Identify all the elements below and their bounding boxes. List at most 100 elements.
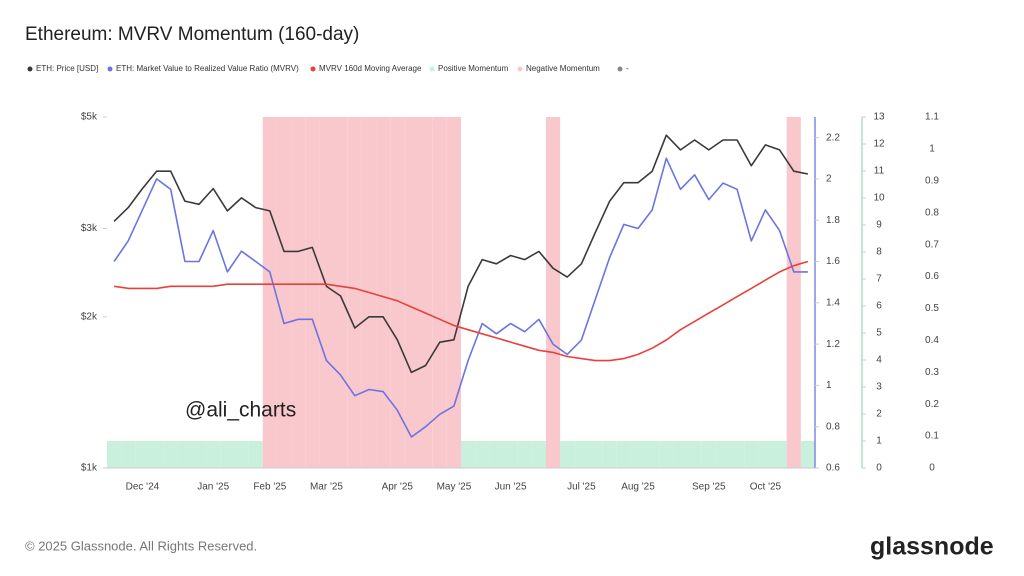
legend-swatch <box>617 66 623 72</box>
series-line <box>113 157 808 438</box>
momentum-bar <box>545 117 561 468</box>
momentum-bar <box>432 117 447 468</box>
y-tick-label: 0.2 <box>925 399 939 410</box>
x-tick-label: Sep '25 <box>692 482 726 493</box>
momentum-bar <box>786 117 801 468</box>
momentum-bar <box>206 441 221 468</box>
momentum-bar <box>291 117 306 468</box>
legend-label: Negative Momentum <box>526 64 600 73</box>
y-tick-label: 8 <box>876 247 882 258</box>
y-tick-label: $3k <box>81 223 98 234</box>
momentum-bar <box>276 117 292 468</box>
y-tick-label: 2 <box>826 174 832 185</box>
momentum-bar <box>262 117 277 468</box>
y-tick-label: 0 <box>876 463 882 474</box>
momentum-bar <box>588 441 603 468</box>
plot-area: $1k$2k$3k$5k0.60.811.21.41.61.822.201234… <box>81 112 940 493</box>
footer: © 2025 Glassnode. All Rights Reserved. <box>25 538 257 553</box>
legend-label: ETH: Market Value to Realized Value Rati… <box>116 64 299 73</box>
momentum-bar <box>475 441 490 468</box>
legend-swatch <box>310 66 316 72</box>
momentum-bar <box>234 441 249 468</box>
y-tick-label: 10 <box>873 193 885 204</box>
y-tick-label: 0.6 <box>826 463 840 474</box>
momentum-bar <box>744 441 759 468</box>
x-tick-label: Apr '25 <box>382 482 414 493</box>
y-tick-label: 4 <box>876 355 882 366</box>
momentum-bar <box>800 441 815 468</box>
y-tick-label: 9 <box>876 220 882 231</box>
momentum-bar <box>446 117 461 468</box>
x-tick-label: Aug '25 <box>621 482 655 493</box>
y-tick-label: 1.8 <box>826 215 840 226</box>
momentum-bar <box>659 441 674 468</box>
momentum-bar <box>772 441 787 468</box>
momentum-bar <box>730 441 745 468</box>
momentum-bar <box>630 441 646 468</box>
x-tick-label: May '25 <box>437 482 472 493</box>
momentum-bar <box>163 441 178 468</box>
momentum-bar <box>135 441 150 468</box>
y-tick-label: 0.6 <box>925 271 939 282</box>
y-tick-label: 0.7 <box>925 239 939 250</box>
momentum-bar <box>121 441 136 468</box>
momentum-bar <box>503 441 518 468</box>
y-tick-label: 2.2 <box>826 132 840 143</box>
y-tick-label: 1.1 <box>925 112 939 123</box>
y-tick-label: 0.9 <box>925 175 939 186</box>
y-tick-label: 0.8 <box>925 207 939 218</box>
legend-label: MVRV 160d Moving Average <box>319 64 422 73</box>
y-tick-label: 11 <box>874 166 885 177</box>
momentum-bar <box>418 117 433 468</box>
y-tick-label: 0.3 <box>925 367 939 378</box>
momentum-bar <box>616 441 631 468</box>
y-tick-label: 0.4 <box>925 335 939 346</box>
x-tick-label: Jun '25 <box>495 482 527 493</box>
watermark-handle: @ali_charts <box>185 399 296 422</box>
legend-swatch <box>517 66 523 72</box>
y-tick-label: 2 <box>876 409 882 420</box>
y-tick-label: 6 <box>876 301 882 312</box>
momentum-bar <box>248 441 263 468</box>
y-tick-label: 1.4 <box>826 297 840 308</box>
legend-swatch <box>27 66 33 72</box>
momentum-bar <box>715 441 731 468</box>
x-tick-label: Oct '25 <box>750 482 782 493</box>
brand-logo: glassnode <box>870 533 994 561</box>
y-tick-label: 0.5 <box>925 303 939 314</box>
momentum-bar <box>220 441 235 468</box>
y-tick-label: $5k <box>81 112 98 123</box>
x-tick-label: Jul '25 <box>567 482 596 493</box>
momentum-bar <box>177 441 192 468</box>
x-tick-label: Dec '24 <box>126 482 160 493</box>
momentum-bar <box>560 441 575 468</box>
y-tick-label: 7 <box>876 274 882 285</box>
momentum-bar <box>390 117 405 468</box>
chart-title: Ethereum: MVRV Momentum (160-day) <box>25 24 359 45</box>
x-tick-label: Feb '25 <box>253 482 286 493</box>
momentum-bar <box>574 441 589 468</box>
legend-swatch <box>429 66 435 72</box>
momentum-bar <box>305 117 320 468</box>
momentum-bar <box>404 117 419 468</box>
momentum-bar <box>645 441 660 468</box>
momentum-bar <box>701 441 716 468</box>
momentum-bar <box>347 117 362 468</box>
x-tick-label: Jan '25 <box>197 482 229 493</box>
y-tick-label: 0.1 <box>925 431 939 442</box>
y-tick-label: $1k <box>81 463 98 474</box>
momentum-bar <box>107 441 122 468</box>
legend-label: ETH: Price [USD] <box>36 64 98 73</box>
momentum-bar <box>489 441 504 468</box>
momentum-bar <box>517 441 532 468</box>
y-tick-label: 0 <box>929 463 935 474</box>
momentum-bar <box>602 441 617 468</box>
momentum-bar <box>149 441 164 468</box>
y-tick-label: 1 <box>929 144 935 155</box>
y-tick-label: 1 <box>826 380 832 391</box>
momentum-bar <box>673 441 688 468</box>
y-tick-label: 1.2 <box>826 339 840 350</box>
series-line <box>113 260 809 362</box>
